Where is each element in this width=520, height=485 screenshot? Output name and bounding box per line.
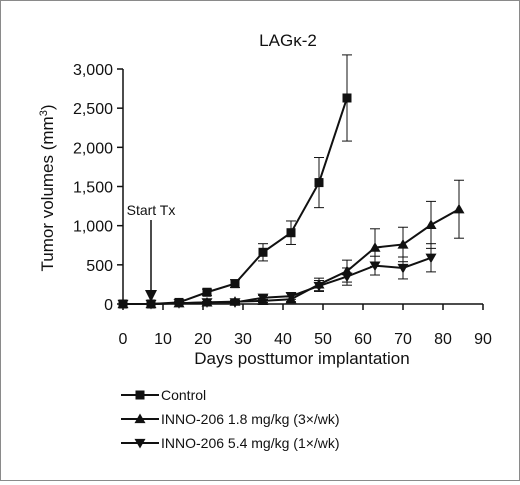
series-3 bbox=[117, 243, 437, 310]
data-point bbox=[369, 261, 381, 272]
legend-label: INNO-206 1.8 mg/kg (3×/wk) bbox=[161, 411, 340, 427]
data-point bbox=[342, 93, 352, 103]
start-annotation: Start Tx bbox=[127, 202, 176, 302]
x-tick-label: 70 bbox=[394, 331, 412, 348]
y-tick-label: 0 bbox=[104, 297, 113, 314]
data-point bbox=[425, 219, 437, 230]
data-point bbox=[286, 228, 296, 238]
legend: Control INNO-206 1.8 mg/kg (3×/wk) INNO-20… bbox=[121, 387, 340, 451]
data-point bbox=[145, 299, 157, 310]
data-point bbox=[173, 299, 185, 309]
data-point bbox=[369, 242, 381, 252]
y-tick-label: 3,000 bbox=[73, 62, 113, 79]
legend-item-3: INNO-206 5.4 mg/kg (1×/wk) bbox=[121, 435, 340, 451]
y-tick-label: 500 bbox=[86, 258, 113, 275]
data-point bbox=[230, 279, 240, 289]
axes: 0 500 1,000 1,500 2,000 2,500 3,000 0 10 20 30 40 50… bbox=[73, 62, 492, 348]
data-point bbox=[314, 178, 324, 188]
legend-marker bbox=[135, 390, 145, 400]
x-tick-label: 20 bbox=[194, 331, 212, 348]
data-point bbox=[285, 292, 297, 302]
data-point bbox=[257, 293, 269, 304]
data-point bbox=[258, 247, 268, 257]
x-tick-label: 10 bbox=[154, 331, 172, 348]
data-point bbox=[453, 203, 465, 214]
data-point bbox=[202, 287, 212, 297]
x-tick-label: 80 bbox=[434, 331, 452, 348]
x-axis-label: Days posttumor implantation bbox=[194, 349, 409, 368]
data-point bbox=[397, 238, 409, 249]
x-tick-label: 0 bbox=[119, 331, 128, 348]
annotation-arrow-head bbox=[145, 290, 157, 302]
x-tick-label: 50 bbox=[314, 331, 332, 348]
legend-item-1: Control bbox=[121, 387, 206, 403]
data-point bbox=[341, 272, 353, 283]
y-tick-label: 2,000 bbox=[73, 140, 113, 157]
data-point bbox=[397, 263, 409, 274]
y-axis-label-main: Tumor volumes (mm bbox=[38, 116, 57, 271]
y-axis-label-close: ) bbox=[38, 104, 57, 110]
plot-area bbox=[117, 54, 465, 310]
legend-label: Control bbox=[161, 387, 206, 403]
y-tick-label: 2,500 bbox=[73, 101, 113, 118]
y-axis-label-superscript: 3 bbox=[38, 110, 50, 116]
legend-marker bbox=[134, 413, 146, 424]
legend-marker bbox=[134, 438, 146, 449]
x-tick-label: 60 bbox=[354, 331, 372, 348]
y-axis-label: Tumor volumes (mm3) bbox=[38, 104, 57, 271]
data-point bbox=[201, 298, 213, 308]
legend-label: INNO-206 5.4 mg/kg (1×/wk) bbox=[161, 435, 340, 451]
y-tick-label: 1,000 bbox=[73, 219, 113, 236]
x-tick-label: 40 bbox=[274, 331, 292, 348]
x-tick-label: 30 bbox=[234, 331, 252, 348]
legend-item-2: INNO-206 1.8 mg/kg (3×/wk) bbox=[121, 411, 340, 427]
x-tick-label: 90 bbox=[474, 331, 492, 348]
data-point bbox=[425, 253, 437, 264]
data-point bbox=[229, 298, 241, 308]
start-tx-label: Start Tx bbox=[127, 202, 176, 218]
series-1 bbox=[118, 54, 352, 309]
series-line bbox=[123, 97, 348, 305]
y-tick-label: 1,500 bbox=[73, 180, 113, 197]
data-point bbox=[117, 299, 129, 310]
chart-title: LAGκ-2 bbox=[259, 31, 317, 50]
data-point bbox=[313, 281, 325, 292]
series-line bbox=[123, 256, 432, 305]
